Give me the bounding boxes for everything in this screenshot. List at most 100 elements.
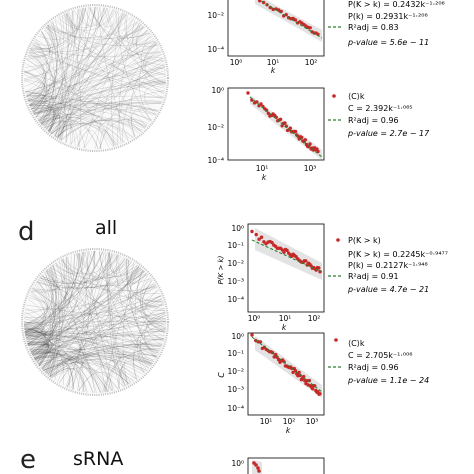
network-edge <box>34 40 54 129</box>
data-point <box>258 340 263 344</box>
network-edge <box>47 308 165 376</box>
network-edge <box>35 39 51 118</box>
network-edge <box>49 298 163 377</box>
panel-letter-e: e <box>20 445 36 474</box>
y-tick: 10⁰ <box>231 332 244 341</box>
network-edge <box>35 258 128 362</box>
legend-formula-density: P(k) = 0.2127k⁻¹·⁹⁴⁸ <box>348 261 428 270</box>
network-edge <box>31 24 56 50</box>
network-edge <box>24 333 153 364</box>
network-edge <box>27 96 46 107</box>
network-edge <box>25 337 147 372</box>
data-point <box>293 18 298 22</box>
legend-pvalue: p-value = 5.6e − 11 <box>347 38 429 47</box>
network-edge <box>60 120 144 141</box>
network-edge <box>29 349 130 385</box>
network-edge <box>25 93 46 112</box>
network-edge <box>88 7 151 38</box>
network-edge <box>26 341 51 370</box>
network-edge <box>25 298 163 339</box>
network-edge <box>48 24 156 46</box>
network-edge <box>24 329 65 386</box>
network-edge <box>29 335 165 349</box>
network-edge <box>25 44 158 93</box>
x-axis-label: k <box>286 426 291 435</box>
legend-pvalue: p-value = 1.1e − 24 <box>347 376 429 385</box>
network-edge <box>137 302 164 374</box>
network-edge <box>77 250 95 391</box>
network-edge <box>56 101 162 138</box>
network-edge <box>24 328 48 363</box>
network-edge <box>34 352 53 370</box>
y-axis-label: C <box>217 372 226 378</box>
y-axis-label: P(K > k) <box>217 255 225 284</box>
network-edge <box>45 119 65 140</box>
data-point <box>246 91 250 95</box>
network-edge <box>29 349 113 391</box>
network-edge <box>40 31 55 124</box>
data-point <box>303 138 307 142</box>
network-edge <box>128 265 141 281</box>
network-edge <box>33 103 159 114</box>
network-edge <box>41 274 159 354</box>
network-edge <box>53 264 139 280</box>
network-edge <box>115 9 166 84</box>
y-tick: 10⁻⁴ <box>207 156 224 165</box>
network-edge <box>32 20 58 113</box>
network-edge <box>42 256 124 371</box>
data-point <box>270 240 274 245</box>
network-edge <box>70 265 139 389</box>
network-edge <box>72 251 88 390</box>
y-tick: 10⁻³ <box>227 385 244 394</box>
network-edge <box>132 270 147 285</box>
network-edge <box>34 298 163 359</box>
data-point <box>258 0 262 3</box>
network-edge <box>35 108 52 121</box>
network-edge <box>27 95 46 105</box>
network-edge <box>42 353 156 371</box>
network-edge <box>76 63 165 147</box>
network-edge <box>144 82 166 115</box>
network-edge <box>28 253 113 349</box>
network-edge <box>37 279 57 376</box>
network-edge <box>46 70 166 131</box>
network-edge <box>45 27 166 86</box>
data-point <box>308 142 312 146</box>
network-edge <box>38 251 92 366</box>
network-edge <box>26 304 166 320</box>
legend-r2: R²adj = 0.96 <box>348 363 399 372</box>
x-tick: 10² <box>283 417 296 426</box>
network-edge <box>146 311 166 346</box>
y-tick: 10⁻⁴ <box>227 404 244 413</box>
network-edge <box>24 320 167 335</box>
network-edge <box>25 26 53 93</box>
network-edge <box>76 130 102 149</box>
network-edge <box>43 355 152 371</box>
network-edge <box>26 24 142 97</box>
network-edge <box>33 82 166 114</box>
data-point <box>255 100 259 104</box>
data-point <box>282 250 286 254</box>
network-edge <box>117 254 165 309</box>
network-edge <box>50 367 83 392</box>
network-edge <box>45 266 61 373</box>
network-edge <box>99 60 164 149</box>
x-axis-label: k <box>271 66 276 75</box>
network-edge <box>84 103 162 149</box>
network-edge <box>118 11 152 122</box>
network-edge <box>77 253 106 393</box>
network-edge <box>44 338 165 373</box>
network-edge <box>33 257 68 359</box>
network-circle-d <box>21 248 169 396</box>
network-edge <box>50 368 85 393</box>
network-edge <box>24 332 154 363</box>
network-edge <box>105 251 128 386</box>
network-edge <box>83 18 134 149</box>
network-edge <box>49 342 163 377</box>
network-edge <box>122 266 139 386</box>
network-edge <box>30 48 110 148</box>
network-edge <box>24 333 88 393</box>
network-edge <box>24 70 55 133</box>
x-axis-label: k <box>282 323 287 332</box>
network-edge <box>61 259 126 387</box>
